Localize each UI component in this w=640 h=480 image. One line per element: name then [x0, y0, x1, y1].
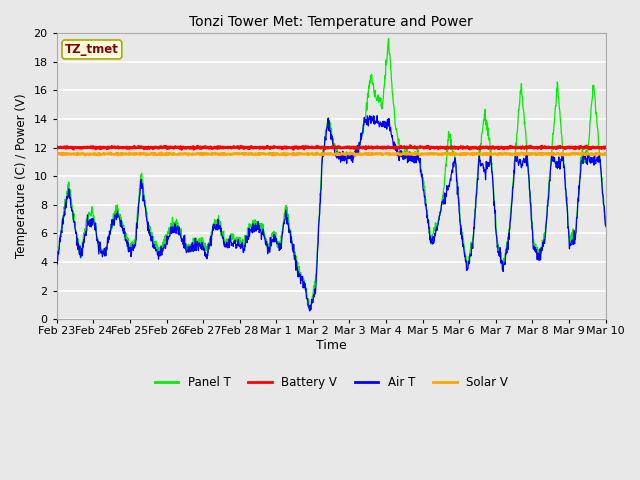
Text: TZ_tmet: TZ_tmet — [65, 43, 119, 56]
Solar V — [286, 151, 294, 157]
Air T — [365, 113, 373, 119]
Battery V — [602, 145, 609, 151]
Panel T — [118, 217, 125, 223]
Battery V — [53, 144, 61, 149]
Air T — [297, 274, 305, 279]
Air T — [286, 229, 294, 235]
X-axis label: Time: Time — [316, 339, 347, 352]
Line: Solar V: Solar V — [57, 153, 605, 156]
Panel T — [53, 254, 61, 260]
Solar V — [95, 151, 103, 156]
Line: Air T: Air T — [57, 116, 605, 311]
Solar V — [307, 151, 315, 157]
Panel T — [307, 303, 315, 309]
Battery V — [286, 144, 294, 150]
Panel T — [286, 226, 294, 231]
Panel T — [365, 80, 373, 85]
Air T — [602, 223, 609, 228]
Battery V — [298, 145, 305, 151]
Panel T — [297, 271, 305, 277]
Solar V — [523, 150, 531, 156]
Title: Tonzi Tower Met: Temperature and Power: Tonzi Tower Met: Temperature and Power — [189, 15, 473, 29]
Battery V — [118, 144, 125, 150]
Solar V — [53, 151, 61, 156]
Solar V — [602, 150, 609, 156]
Panel T — [385, 36, 392, 41]
Y-axis label: Temperature (C) / Power (V): Temperature (C) / Power (V) — [15, 94, 28, 259]
Legend: Panel T, Battery V, Air T, Solar V: Panel T, Battery V, Air T, Solar V — [150, 371, 513, 394]
Battery V — [307, 145, 315, 151]
Air T — [306, 308, 314, 314]
Battery V — [95, 145, 103, 151]
Battery V — [289, 147, 297, 153]
Panel T — [307, 308, 314, 313]
Air T — [95, 247, 103, 252]
Solar V — [297, 150, 305, 156]
Solar V — [365, 151, 373, 156]
Air T — [373, 113, 381, 119]
Battery V — [365, 144, 373, 150]
Panel T — [602, 224, 609, 230]
Solar V — [118, 152, 125, 158]
Panel T — [95, 245, 103, 251]
Line: Panel T: Panel T — [57, 38, 605, 311]
Air T — [307, 303, 315, 309]
Air T — [53, 262, 61, 267]
Battery V — [406, 143, 414, 148]
Line: Battery V: Battery V — [57, 145, 605, 150]
Air T — [118, 220, 125, 226]
Solar V — [549, 153, 557, 158]
